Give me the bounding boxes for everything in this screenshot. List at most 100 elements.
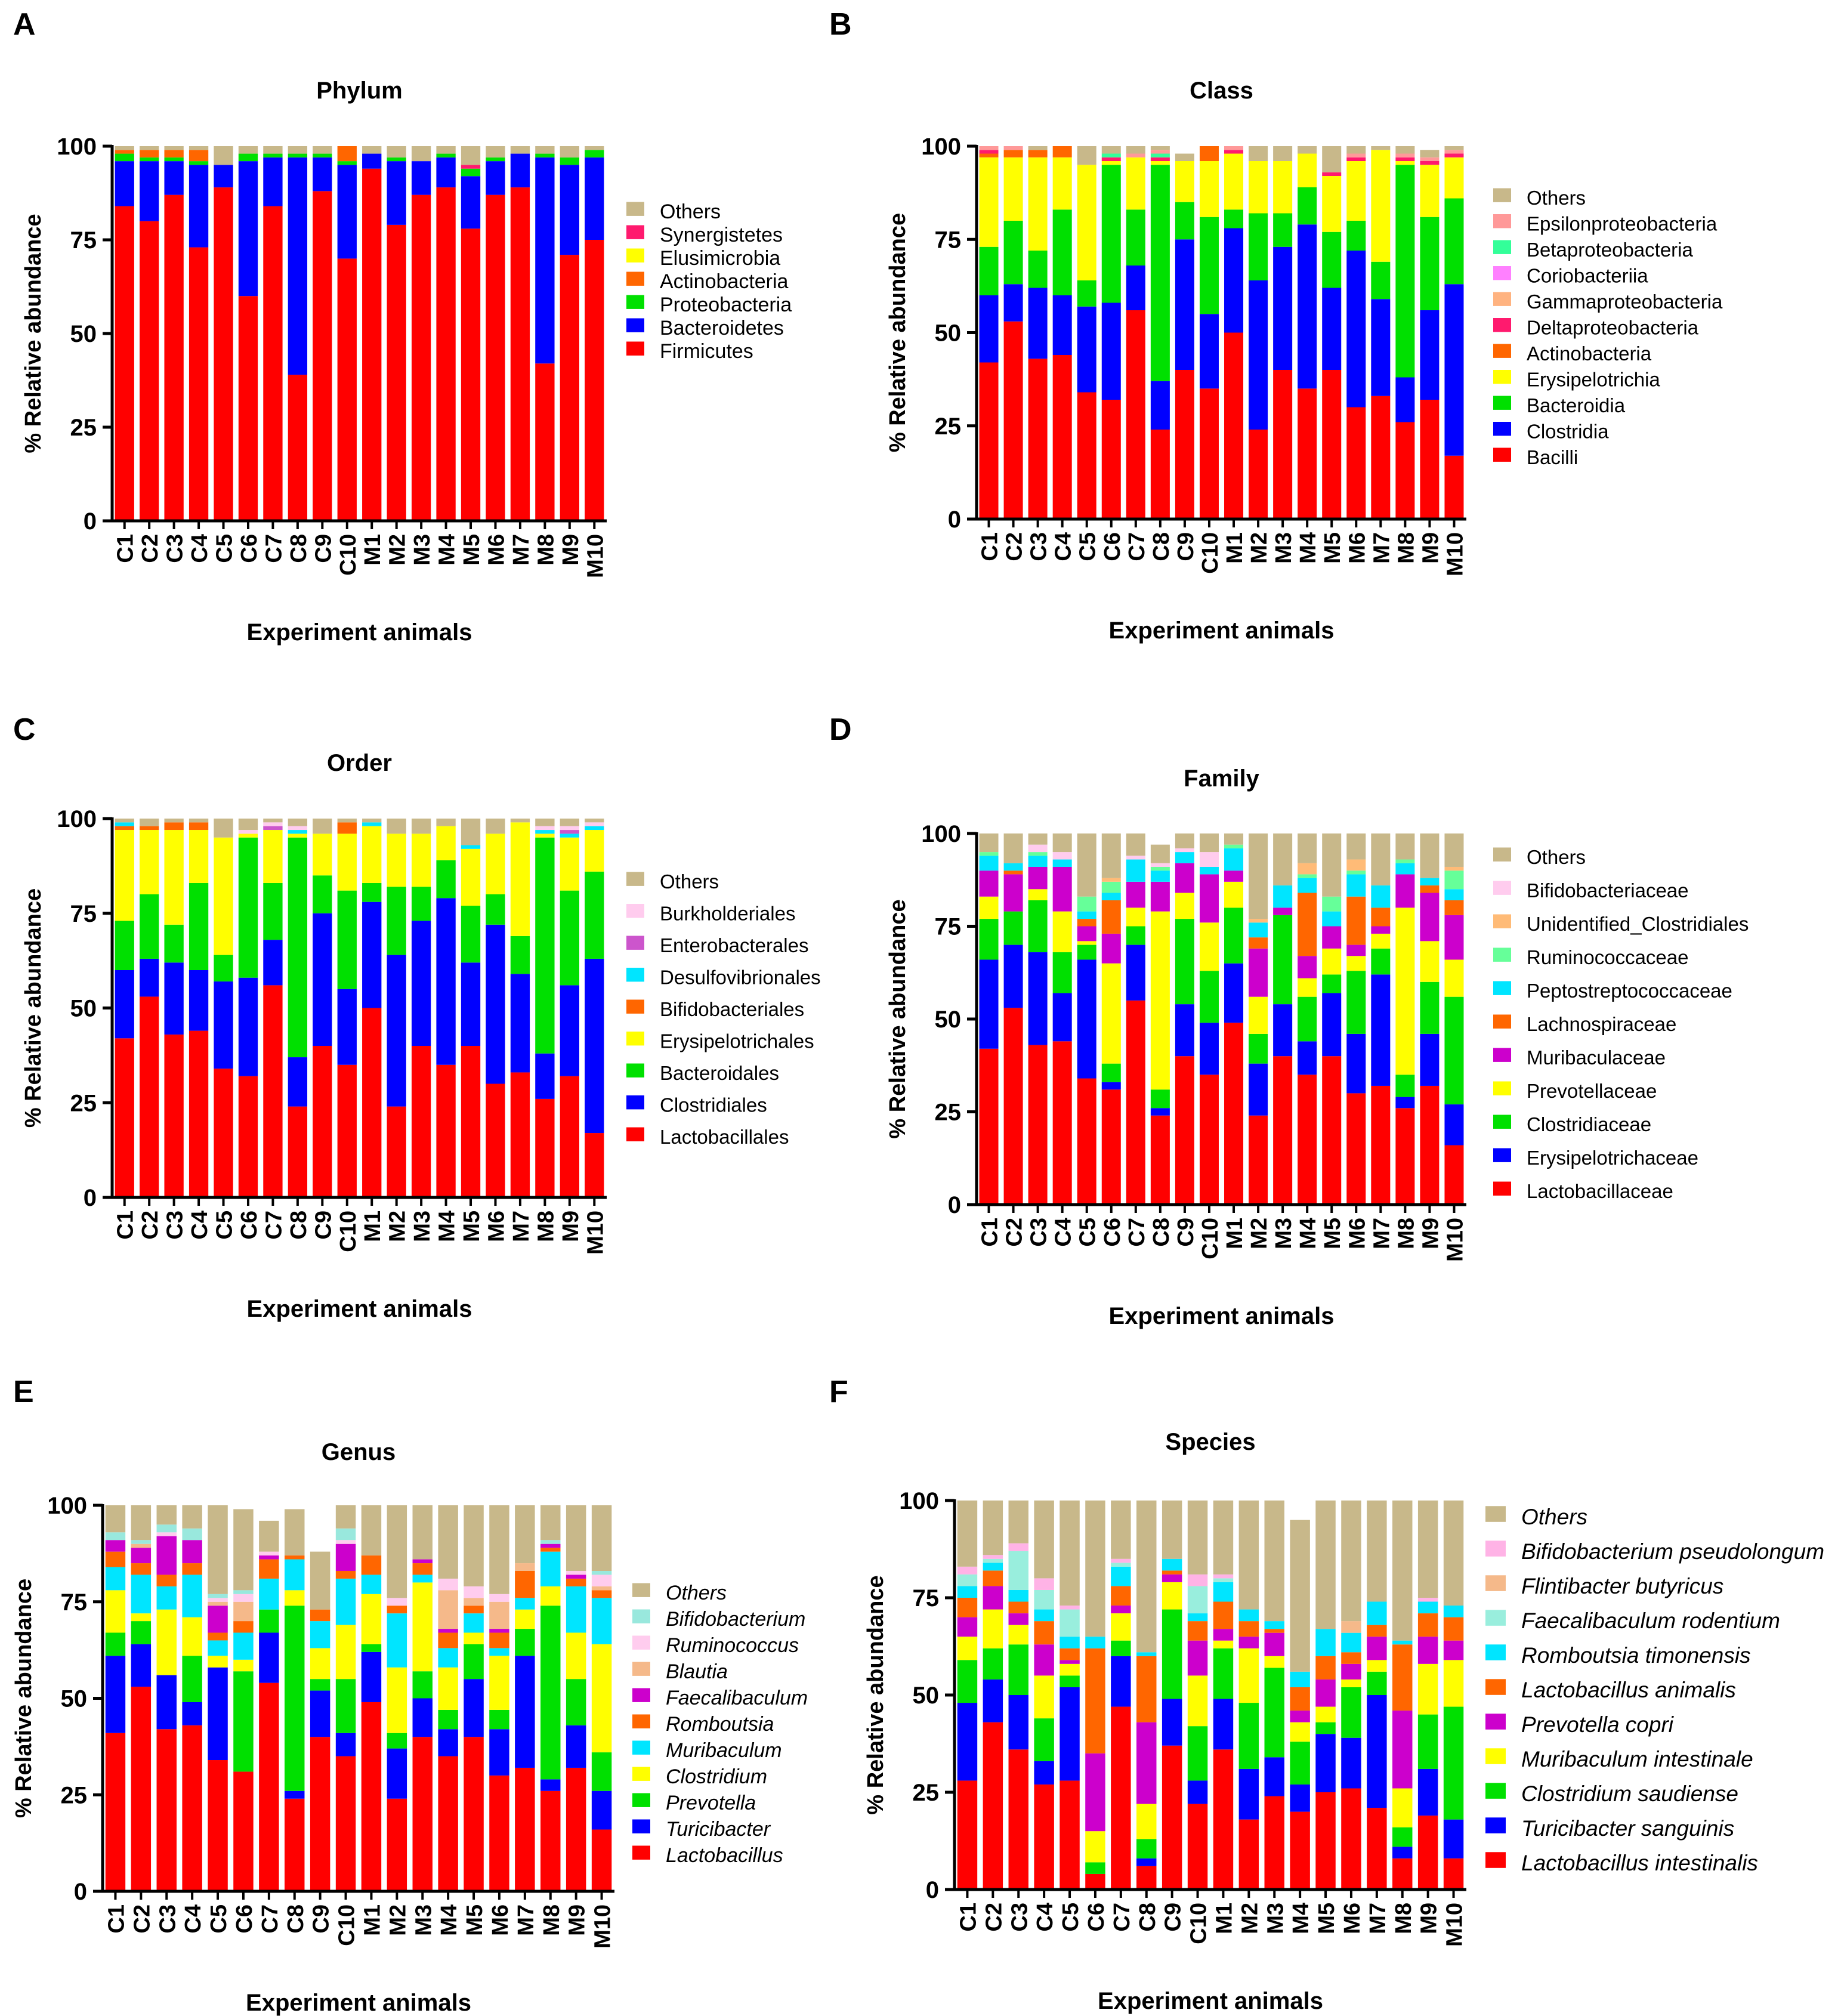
legend: Others Epsilonproteobacteria Betaproteobac… xyxy=(1493,187,1723,468)
bar-segment-c10-clostridium-saudiense xyxy=(1187,1726,1208,1781)
x-tick-label: C3 xyxy=(1007,1903,1032,1932)
bar-segment-c9-others xyxy=(313,146,332,154)
bar-segment-c4-others xyxy=(189,819,209,823)
bar-segment-m4-faecalibaculum xyxy=(438,1629,458,1633)
bar-segment-c7-bifidobacteriaceae xyxy=(1126,856,1145,860)
bar-segment-m10-bifidobacterium xyxy=(591,1570,612,1575)
bar-segment-c6-bacteroidales xyxy=(238,837,258,978)
bar-segment-c10-lactobacillus xyxy=(335,1756,356,1891)
x-tick-label: C8 xyxy=(1149,1218,1174,1247)
bar-segment-m5-ruminococcaceae xyxy=(1322,896,1342,912)
bar-segment-c1-romboutsia xyxy=(105,1551,126,1567)
bar-segment-c3-bifidobacteriaceae xyxy=(1028,844,1048,853)
bar-segment-m8-burkholderiales xyxy=(535,826,555,831)
legend-label: Coriobacteriia xyxy=(1527,264,1648,286)
bar-segment-c3-bacteroidia xyxy=(1028,251,1048,288)
bar-segment-m3-erysipelotrichia xyxy=(1273,161,1293,214)
bar-segment-m1-erysipelotrichales xyxy=(362,826,382,883)
bar-segment-c3-erysipelotrichaceae xyxy=(1028,952,1048,1045)
bar-segment-m7-erysipelotrichales xyxy=(510,822,530,936)
x-axis-title: Experiment animals xyxy=(246,1990,471,2016)
x-tick-label: C6 xyxy=(237,534,262,563)
bar-segment-c1-bacteroidia xyxy=(979,246,999,295)
bar-segment-m1-others xyxy=(1224,833,1244,845)
bar-segment-m9-desulfovibrionales xyxy=(560,833,579,838)
bar-segment-m7-lactobacillales xyxy=(510,1072,530,1197)
bar-segment-c1-prevotellaceae xyxy=(979,896,999,919)
panel-letter: E xyxy=(13,1375,34,1409)
bar-segment-c10-others xyxy=(1187,1501,1208,1574)
bar-segment-m1-turicibacter xyxy=(361,1651,382,1702)
bar-segment-m4-peptostreptococcaceae xyxy=(1298,878,1317,893)
bar-segment-m8-turicibacter-sanguinis xyxy=(1392,1847,1413,1858)
bar-segment-c8-prevotella-copri xyxy=(1136,1722,1157,1804)
bar-segment-c6-erysipelotrichia xyxy=(1101,161,1121,165)
legend-swatch-peptostreptococcaceae xyxy=(1493,981,1511,995)
legend-swatch-lactobacillales xyxy=(626,1127,644,1141)
bar-segment-m9-muribaculum-intestinale xyxy=(1417,1663,1438,1715)
bar-segment-c4-muribaculum-intestinale xyxy=(1034,1675,1054,1719)
bar-segment-c9-prevotella-copri xyxy=(1162,1574,1182,1582)
bar-segment-m4-bacteroidia xyxy=(1298,187,1317,225)
y-tick-label: 0 xyxy=(926,1877,939,1903)
x-tick-label: C9 xyxy=(311,534,336,563)
bar-segment-m4-turicibacter xyxy=(438,1729,458,1756)
bar-segment-c9-others xyxy=(1162,1501,1182,1559)
bar-segment-c4-clostridiaceae xyxy=(1052,952,1072,993)
bar-segment-c2-erysipelotrichales xyxy=(140,830,159,894)
y-tick-label: 50 xyxy=(70,321,97,347)
legend-label: Synergistetes xyxy=(660,224,783,246)
bar-segment-c2-bacteroidales xyxy=(140,894,159,959)
legend-swatch-ruminococcus xyxy=(632,1635,650,1650)
bar-segment-m6-clostridia xyxy=(1346,251,1366,407)
bar-segment-c5-others xyxy=(214,146,233,165)
bar-segment-c1-clostridia xyxy=(979,295,999,363)
bar-segment-c4-bacteroidia xyxy=(1052,209,1072,295)
bar-segment-m3-romboutsia-timonensis xyxy=(1264,1621,1284,1629)
bar-segment-m5-muribaculum xyxy=(464,1613,484,1633)
bar-segment-c8-ruminococcaceae xyxy=(1150,866,1170,871)
bar-segment-m8-desulfovibrionales xyxy=(535,830,555,834)
bar-segment-c10-clostridiaceae xyxy=(1199,971,1219,1023)
x-tick-label: M5 xyxy=(459,1211,484,1242)
bar-segment-m1-bacteroidia xyxy=(1224,209,1244,229)
bar-segment-c4-bifidobacterium-pseudolongum xyxy=(1034,1578,1054,1590)
bar-segment-c5-turicibacter-sanguinis xyxy=(1059,1687,1080,1781)
bar-segment-m2-erysipelotrichaceae xyxy=(1249,1063,1268,1116)
bar-segment-c10-clostridia xyxy=(1199,314,1219,389)
bar-segment-m5-muribaculaceae xyxy=(1322,926,1342,949)
bar-segment-m6-clostridiales xyxy=(486,924,505,1084)
bar-segment-m9-prevotella xyxy=(566,1679,586,1725)
x-tick-label: C1 xyxy=(113,534,138,563)
bar-segment-c3-actinobacteria xyxy=(1028,150,1048,158)
x-tick-label: M9 xyxy=(558,1211,583,1242)
bar-segment-c2-prevotella-copri xyxy=(983,1586,1003,1610)
bars xyxy=(979,833,1464,1205)
bar-segment-c6-lactobacillus xyxy=(233,1771,254,1891)
bar-segment-m4-muribaculum-intestinale xyxy=(1290,1722,1310,1742)
y-tick-label: 100 xyxy=(899,1488,939,1514)
legend-swatch-synergistetes xyxy=(626,225,644,239)
legend-swatch-faecalibaculum xyxy=(632,1688,650,1702)
bar-segment-c1-peptostreptococcaceae xyxy=(979,856,999,871)
bar-segment-m3-bacteroidia xyxy=(1273,213,1293,247)
bar-segment-c7-muribaculum-intestinale xyxy=(1111,1613,1131,1641)
bar-segment-c2-peptostreptococcaceae xyxy=(1003,863,1023,871)
bar-segment-c10-bacteroidales xyxy=(337,890,357,989)
bar-segment-c4-others xyxy=(189,146,209,150)
bar-segment-m5-turicibacter xyxy=(464,1679,484,1737)
bar-segment-m8-romboutsia xyxy=(540,1548,561,1552)
x-tick-label: C6 xyxy=(1084,1903,1109,1932)
bar-segment-c6-peptostreptococcaceae xyxy=(1101,893,1121,900)
x-tick-label: M8 xyxy=(1394,532,1419,564)
bar-segment-c3-prevotellaceae xyxy=(1028,889,1048,900)
bar-segment-c4-prevotellaceae xyxy=(1052,911,1072,953)
bar-segment-m10-others xyxy=(585,819,604,823)
bar-segment-c5-muribaculaceae xyxy=(1077,926,1096,941)
bar-segment-c6-lactobacillus-animalis xyxy=(1085,1648,1105,1753)
legend-label: Blautia xyxy=(666,1660,728,1683)
bar-segment-m5-clostridium-saudiense xyxy=(1315,1722,1336,1734)
bar-segment-m6-deltaproteobacteria xyxy=(1346,157,1366,161)
bar-segment-c2-firmicutes xyxy=(140,221,159,521)
bar-segment-c5-bifidobacterium-pseudolongum xyxy=(1059,1606,1080,1610)
